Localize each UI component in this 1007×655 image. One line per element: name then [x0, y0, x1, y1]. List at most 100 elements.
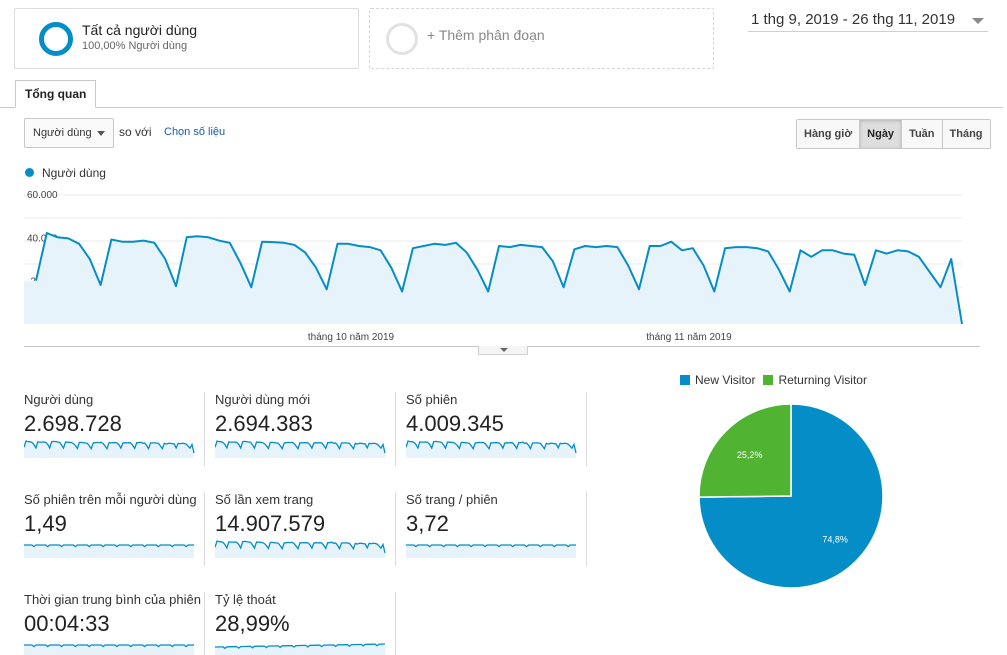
pie-legend-label: Returning Visitor: [778, 373, 867, 387]
scorecard-sparkline: [406, 544, 576, 558]
add-segment-label: + Thêm phân đoạn: [427, 27, 545, 43]
scorecard[interactable]: Thời gian trung bình của phiên 00:04:33: [24, 592, 204, 655]
scorecard-divider: [395, 592, 396, 655]
scorecard-sparkline: [24, 544, 194, 558]
scorecard-divider: [395, 492, 396, 566]
pie-slice: [698, 404, 884, 589]
sparkline-line: [24, 544, 194, 548]
scorecard-sparkline: [24, 440, 195, 458]
metric-select[interactable]: Người dùng: [24, 118, 114, 148]
chevron-down-icon: [97, 131, 105, 136]
x-tick-label: tháng 10 năm 2019: [308, 332, 395, 343]
scorecard-label: Người dùng mới: [215, 392, 311, 407]
sparkline-area: [24, 645, 194, 655]
scorecard-value: 00:04:33: [24, 611, 110, 636]
sparkline-line: [215, 643, 386, 650]
scorecard[interactable]: Số phiên trên mỗi người dùng 1,49: [24, 492, 204, 572]
tab-overview[interactable]: Tổng quan: [15, 80, 97, 108]
sparkline-area: [406, 545, 576, 558]
segment-ring-icon: [39, 22, 73, 56]
y-tick-label: 40.000: [27, 233, 58, 244]
scorecard-sparkline: [24, 644, 194, 655]
pick-metric-link[interactable]: Chọn số liệu: [164, 126, 226, 138]
scorecard-label: Người dùng: [24, 392, 94, 407]
scorecard-label: Số trang / phiên: [406, 492, 498, 507]
scorecard-divider: [204, 492, 205, 566]
pie-legend: New Visitor Returning Visitor: [680, 373, 875, 387]
pie-legend-new[interactable]: New Visitor: [680, 373, 755, 387]
pie-slice-label: 25,2%: [737, 450, 763, 460]
chevron-down-icon: [500, 348, 508, 352]
legend-swatch-icon: [680, 375, 690, 385]
segment-subtitle: 100,00% Người dùng: [82, 40, 188, 52]
collapse-chart-toggle[interactable]: [478, 346, 528, 355]
scorecard-sparkline: [406, 440, 577, 458]
add-segment-card[interactable]: + Thêm phân đoạn: [369, 8, 714, 69]
sparkline-line: [24, 440, 195, 454]
scorecard-value: 3,72: [406, 511, 449, 536]
scorecard-sparkline: [215, 440, 386, 458]
x-tick-label: tháng 11 năm 2019: [646, 332, 732, 343]
scorecard-divider: [586, 392, 587, 466]
scorecard[interactable]: Người dùng mới 2.694.383: [215, 392, 395, 472]
sparkline-line: [406, 440, 577, 454]
tab-bar-line: [0, 107, 1003, 108]
date-range-picker[interactable]: 1 thg 9, 2019 - 26 thg 11, 2019: [748, 8, 988, 32]
scorecard-label: Số phiên trên mỗi người dùng: [24, 492, 197, 507]
series-area: [24, 233, 962, 324]
scorecard-label: Tỷ lệ thoát: [215, 592, 276, 607]
scorecard-value: 4.009.345: [406, 411, 504, 436]
sparkline-area: [24, 441, 194, 458]
scorecard[interactable]: Số phiên 4.009.345: [406, 392, 586, 472]
granularity-toggle: Hàng giờ Ngày Tuần Tháng: [796, 119, 991, 149]
pie-slice-label: 74,8%: [822, 535, 848, 545]
scorecard-label: Số phiên: [406, 392, 458, 407]
scorecard-label: Số lần xem trang: [215, 492, 314, 507]
granularity-week-button[interactable]: Tuần: [902, 120, 943, 148]
scorecard-divider: [204, 592, 205, 655]
sparkline-line: [24, 644, 194, 648]
sparkline-line: [215, 440, 386, 454]
scorecard-value: 2.698.728: [24, 411, 122, 436]
pie-legend-label: New Visitor: [695, 373, 756, 387]
scorecard-label: Thời gian trung bình của phiên: [24, 592, 201, 607]
scorecard-sparkline: [215, 643, 386, 655]
series-line: [35, 232, 963, 325]
scorecard[interactable]: Số lần xem trang 14.907.579: [215, 492, 395, 572]
chevron-down-icon: [972, 18, 984, 24]
sparkline-area: [406, 441, 576, 458]
scorecard[interactable]: Số trang / phiên 3,72: [406, 492, 586, 572]
scorecard-divider: [395, 392, 396, 466]
segment-card-all-users[interactable]: Tất cả người dùng 100,00% Người dùng: [14, 8, 359, 69]
sparkline-area: [215, 441, 385, 458]
legend-dot-icon: [25, 168, 34, 177]
granularity-day-button[interactable]: Ngày: [860, 120, 903, 148]
sparkline-line: [406, 544, 576, 548]
y-tick-label: 60.000: [27, 190, 58, 201]
scorecard-sparkline: [215, 540, 386, 558]
sparkline-line: [215, 540, 386, 554]
chart-legend-label: Người dùng: [42, 166, 106, 180]
sparkline-area: [215, 541, 385, 558]
date-range-text: 1 thg 9, 2019 - 26 thg 11, 2019: [751, 11, 956, 28]
scorecard-divider: [204, 392, 205, 466]
scorecard-divider: [586, 492, 587, 566]
sparkline-area: [24, 545, 194, 558]
granularity-month-button[interactable]: Tháng: [942, 120, 990, 148]
legend-swatch-icon: [763, 375, 774, 385]
scorecard-value: 28,99%: [215, 611, 290, 636]
pie-slice: [698, 404, 792, 498]
granularity-hourly-button[interactable]: Hàng giờ: [797, 120, 861, 148]
segment-title: Tất cả người dùng: [82, 22, 198, 38]
scorecard-value: 1,49: [24, 511, 67, 536]
compare-label: so với: [119, 125, 152, 139]
scorecard[interactable]: Người dùng 2.698.728: [24, 392, 204, 472]
pie-legend-returning[interactable]: Returning Visitor: [763, 373, 867, 387]
visitor-type-pie-chart: 74,8% 25,2%: [698, 404, 884, 589]
metric-select-value: Người dùng: [33, 127, 92, 139]
scorecard-value: 2.694.383: [215, 411, 313, 436]
scorecard-value: 14.907.579: [215, 511, 326, 536]
scorecard[interactable]: Tỷ lệ thoát 28,99%: [215, 592, 395, 655]
empty-segment-ring-icon: [386, 23, 418, 55]
